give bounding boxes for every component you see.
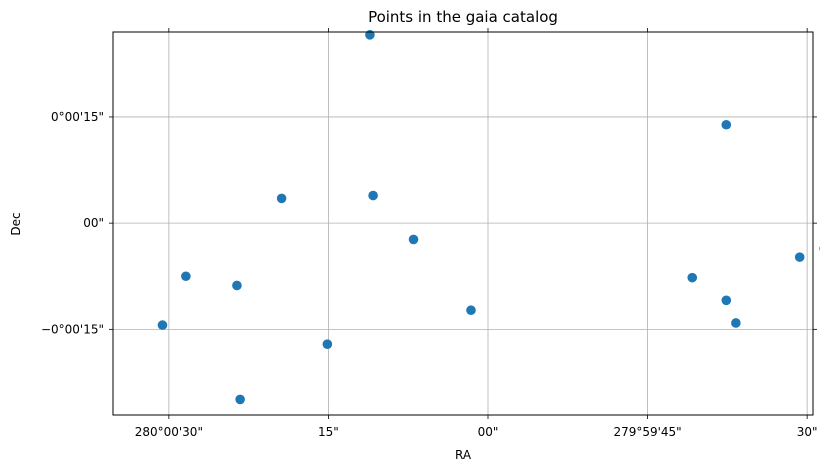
data-point: [687, 272, 698, 283]
data-point: [181, 271, 191, 282]
data-point: [276, 193, 287, 204]
x-tick-label: 15": [318, 425, 339, 439]
y-tick-label: 0°00'15": [51, 110, 104, 124]
y-tick-label: −0°00'15": [41, 322, 104, 336]
x-axis-label: RA: [455, 448, 472, 462]
x-tick-label: 30": [797, 425, 818, 439]
data-point: [731, 318, 741, 328]
data-point: [721, 295, 732, 306]
grid: [113, 32, 813, 415]
x-tick-label: 279°59'45": [613, 425, 681, 439]
data-point: [157, 320, 168, 330]
ticks: 280°00'30" 15" 00" 279°59'45" 30" 0°00'15" 00"…: [41, 28, 818, 439]
chart-title: Points in the gaia catalog: [368, 8, 558, 26]
data-point: [794, 252, 805, 262]
y-tick-label: 00": [83, 216, 104, 230]
x-tick-label: 00": [478, 425, 499, 439]
y-axis-label: Dec: [9, 212, 23, 235]
data-point: [466, 305, 476, 316]
data-point: [235, 394, 245, 405]
data-point: [365, 30, 375, 40]
data-point: [408, 234, 419, 245]
data-point: [368, 190, 378, 201]
x-tick-label: 280°00'30": [135, 425, 203, 439]
data-point: [721, 119, 732, 130]
data-point: [322, 339, 333, 350]
data-points: [157, 30, 820, 405]
data-point: [232, 280, 242, 291]
